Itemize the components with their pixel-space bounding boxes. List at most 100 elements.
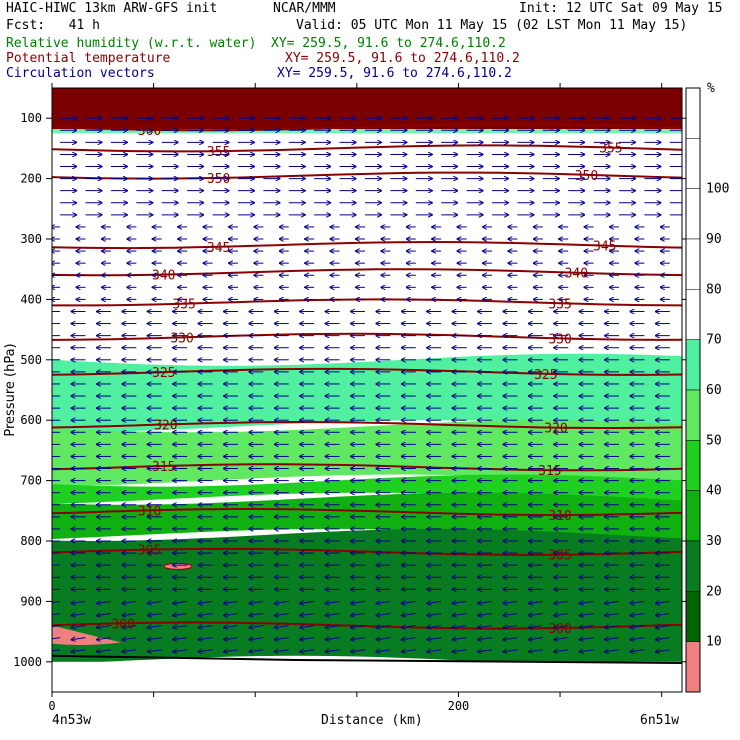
theta-label-330-1: 330 bbox=[548, 332, 571, 347]
wind-vector bbox=[351, 638, 366, 640]
y-tick-label-100: 100 bbox=[20, 111, 42, 125]
wind-vector bbox=[630, 638, 645, 640]
wind-vector bbox=[453, 638, 467, 640]
wind-vector bbox=[376, 650, 391, 652]
wind-vector bbox=[52, 625, 61, 628]
wind-vector bbox=[453, 626, 467, 628]
theta-contour-355 bbox=[52, 144, 682, 153]
wind-vector bbox=[326, 601, 340, 603]
wind-vector bbox=[224, 613, 239, 615]
wind-vector bbox=[249, 613, 264, 615]
wind-vector bbox=[199, 626, 213, 628]
wind-vector bbox=[580, 626, 594, 628]
theta-label-310-0: 310 bbox=[138, 504, 161, 519]
wind-vector bbox=[656, 626, 670, 628]
wind-vector bbox=[249, 601, 264, 603]
wind-vector bbox=[249, 626, 264, 628]
theta-label-330-0: 330 bbox=[170, 331, 193, 346]
wind-vector bbox=[351, 626, 366, 628]
wind-vector bbox=[300, 626, 315, 628]
wind-vector bbox=[224, 626, 239, 628]
theta-label-355-1: 355 bbox=[599, 142, 622, 157]
supersaturated-patch bbox=[52, 625, 122, 645]
colorbar-swatch bbox=[685, 188, 701, 240]
wind-vector bbox=[503, 601, 518, 603]
wind-vector bbox=[503, 613, 518, 615]
wind-vector bbox=[199, 638, 213, 640]
wind-vector bbox=[605, 626, 620, 628]
y-tick-label-900: 900 bbox=[20, 594, 42, 608]
colorbar-swatch bbox=[685, 641, 701, 693]
y-tick-label-700: 700 bbox=[20, 474, 42, 488]
x-axis-label: Distance (km) bbox=[321, 713, 423, 728]
theta-contour-335 bbox=[52, 298, 682, 307]
colorbar-swatch bbox=[685, 591, 701, 642]
colorbar-label-80: 80 bbox=[706, 282, 722, 297]
wind-vector bbox=[72, 601, 86, 603]
theta-label-300-0: 300 bbox=[111, 617, 134, 632]
wind-vector bbox=[376, 626, 391, 628]
wind-vector bbox=[97, 601, 112, 603]
footer-left-location: 4n53w bbox=[52, 713, 92, 728]
wind-vector bbox=[97, 613, 112, 615]
wind-vector bbox=[72, 613, 86, 615]
colorbar-swatch bbox=[685, 540, 701, 592]
colorbar-label-70: 70 bbox=[706, 333, 722, 348]
wind-vector bbox=[402, 638, 416, 640]
wind-vector bbox=[173, 601, 188, 603]
wind-vector bbox=[72, 638, 86, 640]
colorbar-label-20: 20 bbox=[706, 584, 722, 599]
wind-vector bbox=[52, 600, 61, 604]
theta-label-320-1: 320 bbox=[544, 422, 567, 437]
wind-vector bbox=[427, 613, 442, 615]
wind-vector bbox=[630, 650, 645, 652]
wind-vector bbox=[275, 613, 289, 615]
colorbar-label-100: 100 bbox=[706, 182, 729, 197]
wind-vector bbox=[453, 650, 467, 652]
valid-time: Valid: 05 UTC Mon 11 May 15 (02 LST Mon … bbox=[296, 18, 688, 33]
wind-vector bbox=[427, 638, 442, 640]
wind-vector bbox=[224, 650, 239, 652]
wind-vector bbox=[503, 650, 518, 652]
wind-vector bbox=[630, 601, 645, 603]
supersaturated-spot bbox=[163, 562, 193, 570]
wind-vector bbox=[427, 601, 442, 603]
theta-label-340-1: 340 bbox=[565, 267, 588, 282]
field-theta-xy: XY= 259.5, 91.6 to 274.6,110.2 bbox=[285, 51, 520, 66]
wind-vector bbox=[122, 638, 137, 640]
theta-label-305-0: 305 bbox=[138, 544, 161, 559]
theta-label-360-0: 360 bbox=[138, 124, 161, 139]
wind-vector bbox=[173, 650, 188, 652]
theta-contour-325 bbox=[52, 367, 682, 376]
colorbar-swatch bbox=[685, 289, 701, 340]
wind-vector bbox=[249, 638, 264, 640]
wind-vector bbox=[351, 613, 366, 615]
wind-vector bbox=[351, 601, 366, 603]
wind-vector bbox=[402, 601, 416, 603]
wind-vector bbox=[478, 601, 493, 603]
wind-vector bbox=[326, 650, 340, 652]
wind-vector bbox=[580, 601, 594, 603]
theta-label-315-1: 315 bbox=[538, 464, 561, 479]
wind-vector bbox=[52, 612, 61, 616]
wind-vector bbox=[376, 601, 391, 603]
wind-vector bbox=[275, 638, 289, 640]
colorbar-label-10: 10 bbox=[706, 635, 722, 650]
wind-vector bbox=[427, 650, 442, 652]
wind-vector bbox=[326, 626, 340, 628]
wind-vector bbox=[326, 613, 340, 615]
wind-vector bbox=[97, 638, 112, 640]
y-tick-label-1000: 1000 bbox=[13, 655, 42, 669]
theta-label-355-0: 355 bbox=[207, 145, 230, 160]
wind-vector bbox=[97, 650, 112, 652]
wind-vector bbox=[199, 650, 213, 652]
colorbar-swatch bbox=[685, 138, 701, 189]
wind-vector bbox=[605, 638, 620, 640]
y-tick-label-200: 200 bbox=[20, 172, 42, 186]
x-tick-label-0: 0 bbox=[48, 699, 55, 713]
init-time: Init: 12 UTC Sat 09 May 15 bbox=[519, 1, 723, 16]
wind-vector bbox=[199, 601, 213, 603]
wind-vector bbox=[224, 601, 239, 603]
y-tick-label-800: 800 bbox=[20, 534, 42, 548]
wind-vector bbox=[351, 650, 366, 652]
